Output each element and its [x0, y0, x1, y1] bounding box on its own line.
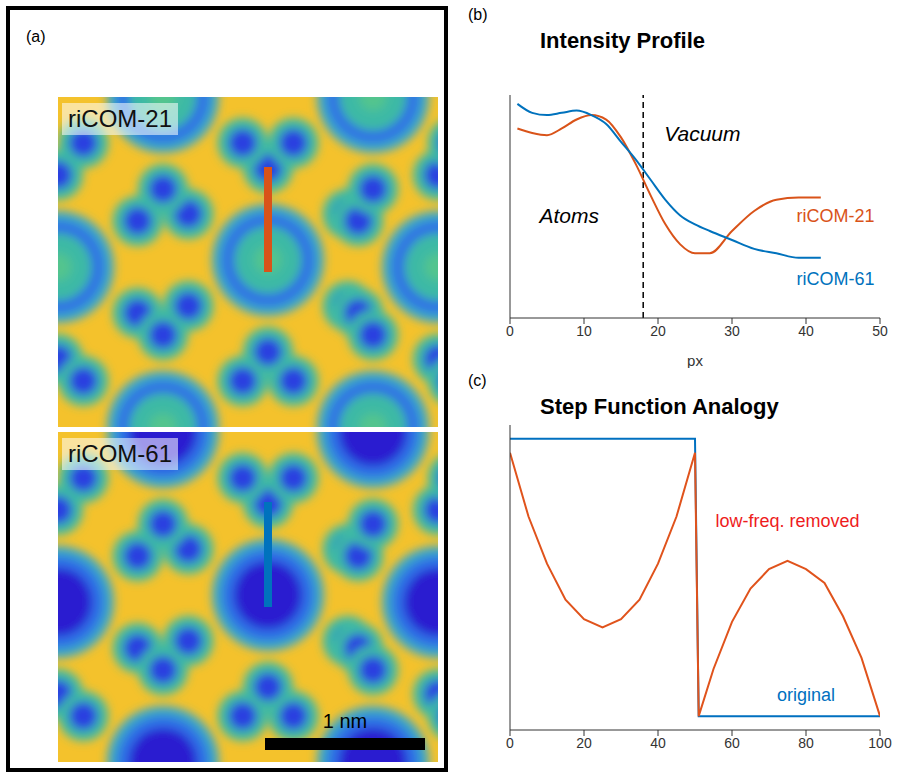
html-text:(c): (c) — [468, 372, 487, 389]
html-text:Step Function Analogy: Step Function Analogy — [540, 394, 779, 419]
svg-text:40: 40 — [650, 735, 666, 751]
svg-text:60: 60 — [724, 735, 740, 751]
svg-text:0: 0 — [506, 735, 514, 751]
html-text:Intensity Profile: Intensity Profile — [540, 28, 705, 53]
svg-text:0: 0 — [506, 323, 514, 339]
svg-text:riCOM-21: riCOM-21 — [797, 206, 875, 226]
html-text:(a): (a) — [26, 28, 46, 45]
svg-text:100: 100 — [868, 735, 892, 751]
svg-text:Atoms: Atoms — [537, 204, 599, 227]
svg-text:40: 40 — [798, 323, 814, 339]
svg-text:20: 20 — [576, 735, 592, 751]
svg-text:10: 10 — [576, 323, 592, 339]
svg-text:low-freq. removed: low-freq. removed — [715, 511, 859, 531]
svg-text:20: 20 — [650, 323, 666, 339]
svg-text:px: px — [687, 352, 703, 368]
svg-text:30: 30 — [724, 323, 740, 339]
svg-text:riCOM-61: riCOM-61 — [797, 269, 875, 289]
html-text:riCOM-21: riCOM-21 — [68, 105, 172, 132]
html-text:(b): (b) — [468, 6, 488, 23]
svg-text:Vacuum: Vacuum — [664, 122, 740, 145]
svg-text:50: 50 — [872, 323, 888, 339]
html-text:1 nm: 1 nm — [322, 710, 368, 732]
html-text:riCOM-61: riCOM-61 — [68, 440, 172, 467]
svg-text:80: 80 — [798, 735, 814, 751]
svg-text:original: original — [777, 685, 835, 705]
